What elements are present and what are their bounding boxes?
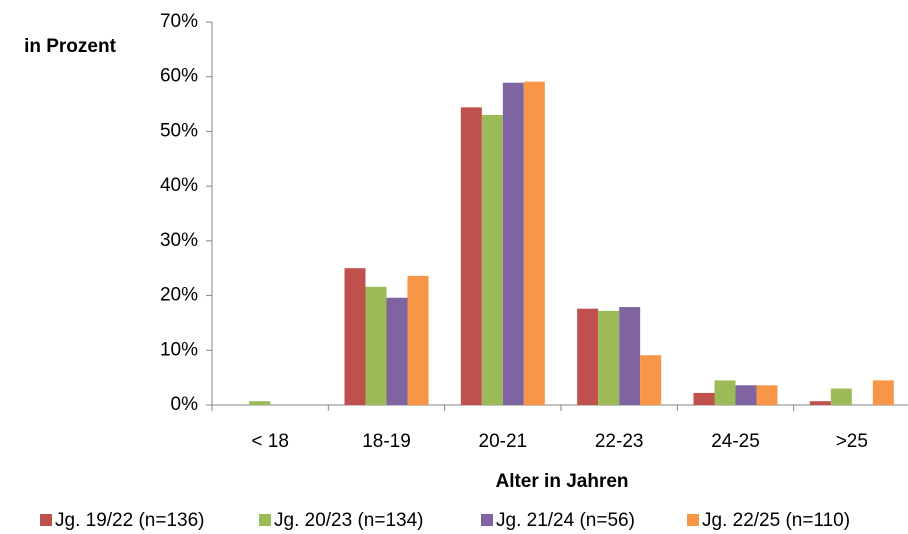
y-axis-label: in Prozent	[24, 36, 117, 57]
bar	[735, 385, 757, 405]
x-axis-label: Alter in Jahren	[495, 471, 628, 492]
y-axis: 0% 10% 20% 30% 40% 50% 60% 70%	[160, 11, 213, 415]
legend-swatch	[687, 514, 699, 526]
y-tick-label: 30%	[160, 230, 198, 251]
y-tick-label: 40%	[160, 175, 198, 196]
bar	[407, 275, 429, 405]
y-tick-label: 0%	[171, 394, 199, 415]
bar	[830, 388, 852, 405]
bar	[714, 380, 736, 405]
y-tick-label: 20%	[160, 285, 198, 306]
x-tick-label: 18-19	[362, 431, 411, 452]
x-tick-label: >25	[836, 431, 868, 452]
legend-label: Jg. 21/24 (n=56)	[496, 510, 635, 531]
bar	[809, 401, 831, 405]
legend-label: Jg. 19/22 (n=136)	[55, 510, 204, 531]
x-tick-label: 22-23	[595, 431, 644, 452]
bar	[344, 268, 366, 405]
x-tick-label: 20-21	[479, 431, 528, 452]
x-tick-label: 24-25	[711, 431, 760, 452]
bar	[502, 82, 524, 406]
legend-swatch	[40, 514, 52, 526]
bar	[693, 392, 715, 405]
y-tick-label: 50%	[160, 120, 198, 141]
bar	[640, 355, 662, 405]
legend-swatch	[481, 514, 493, 526]
bar	[619, 307, 641, 405]
legend: Jg. 19/22 (n=136) Jg. 20/23 (n=134) Jg. 21…	[40, 510, 850, 531]
bar	[386, 297, 408, 405]
bar	[598, 310, 620, 405]
legend-label: Jg. 20/23 (n=134)	[274, 510, 423, 531]
y-tick-label: 70%	[160, 11, 198, 32]
bar	[577, 308, 599, 405]
bar	[481, 115, 503, 405]
legend-swatch	[259, 514, 271, 526]
bar	[523, 81, 545, 405]
bar	[756, 385, 778, 405]
x-tick-label: < 18	[251, 431, 289, 452]
bar	[460, 107, 482, 406]
legend-label: Jg. 22/25 (n=110)	[702, 510, 850, 531]
x-axis: < 18 18-19 20-21 22-23 24-25 >25	[211, 404, 908, 452]
bar	[872, 380, 894, 405]
bars	[249, 81, 894, 406]
y-tick-label: 60%	[160, 66, 198, 87]
bar	[249, 401, 271, 405]
y-tick-label: 10%	[160, 339, 198, 360]
bar	[365, 286, 387, 405]
